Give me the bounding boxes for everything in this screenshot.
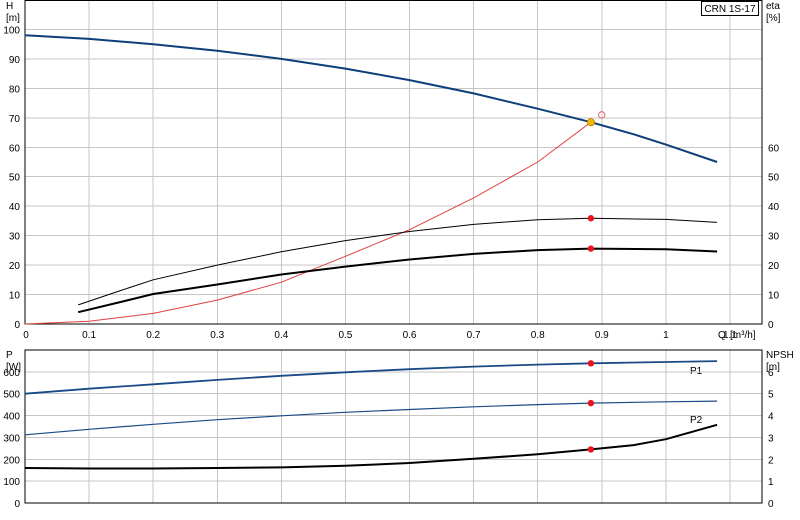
x-tick-label: 0.3 — [210, 330, 224, 341]
head-tick-label: 50 — [9, 173, 21, 184]
head-tick-label: 10 — [9, 291, 21, 302]
npsh-axis-label: NPSH — [766, 350, 794, 361]
power-axis-label: P — [6, 350, 13, 361]
head-tick-label: 100 — [3, 25, 20, 36]
head-tick-label: 60 — [9, 143, 21, 154]
pump-model-label: CRN 1S-17 — [701, 1, 759, 16]
head-curve — [24, 34, 718, 163]
npsh-tick-label: 2 — [768, 455, 774, 466]
eta-tick-label: 60 — [768, 143, 780, 154]
power-tick-label: 600 — [3, 368, 20, 379]
tick-label-layer: 0 0.1 0.2 0.3 0.4 0.5 0.6 0.7 0.8 0.9 1 1.101020304… — [3, 25, 779, 510]
efficiency-total-curve — [78, 217, 718, 306]
npsh-axis-unit: [m] — [766, 362, 780, 373]
grid-layer — [24, 0, 763, 504]
power-tick-label: 0 — [14, 499, 20, 510]
npsh-tick-label: 3 — [768, 433, 774, 444]
flow-axis-unit: [m³/h] — [730, 330, 756, 341]
x-tick-label: 1.1 — [723, 330, 737, 341]
head-axis-unit: [m] — [6, 13, 20, 24]
x-tick-label: 0.6 — [403, 330, 417, 341]
point-layer — [586, 111, 606, 453]
head-tick-label: 90 — [9, 55, 21, 66]
power-tick-label: 500 — [3, 390, 20, 401]
npsh-tick-label: 6 — [768, 368, 774, 379]
x-tick-label: 0.4 — [274, 330, 288, 341]
efficiency-duty-point — [587, 245, 595, 252]
power-tick-label: 400 — [3, 412, 20, 423]
x-tick-label: 0.2 — [146, 330, 160, 341]
npsh-curve — [24, 423, 718, 470]
power-tick-label: 100 — [3, 477, 20, 488]
efficiency-hydraulic-curve — [77, 247, 718, 314]
eta-tick-label: 20 — [768, 261, 780, 272]
npsh-duty-point — [587, 446, 595, 453]
npsh-tick-label: 5 — [768, 390, 774, 401]
eta-tick-label: 10 — [768, 291, 780, 302]
flow-axis-q: Q — [718, 330, 726, 341]
head-tick-label: 80 — [9, 84, 21, 95]
upper-panel-frame — [24, 0, 763, 325]
eta-tick-label: 30 — [768, 232, 780, 243]
x-tick-label: 0.8 — [531, 330, 545, 341]
x-tick-label: 0.9 — [595, 330, 609, 341]
npsh-tick-label: 4 — [768, 412, 774, 423]
eta-axis-unit: [%] — [766, 13, 781, 24]
lower-panel-frame — [24, 349, 763, 504]
eta-tick-label: 50 — [768, 173, 780, 184]
head-tick-label: 70 — [9, 114, 21, 125]
npsh-tick-label: 0 — [768, 499, 774, 510]
power-duty-point — [587, 399, 595, 407]
efficiency-duty-point — [587, 215, 595, 222]
npsh-tick-label: 1 — [768, 477, 774, 488]
curve-layer — [24, 34, 718, 470]
head-tick-label: 0 — [14, 320, 20, 331]
power-duty-point — [587, 360, 595, 367]
head-tick-label: 20 — [9, 261, 21, 272]
eta-tick-label: 0 — [768, 320, 774, 331]
requested-duty-point — [598, 111, 606, 119]
x-tick-label: 0 — [23, 330, 29, 341]
system-curve — [24, 121, 592, 325]
p2-series-label: P2 — [690, 415, 703, 426]
head-tick-label: 30 — [9, 232, 21, 243]
eta-axis-label: eta — [766, 1, 780, 12]
x-tick-label: 0.7 — [467, 330, 481, 341]
p2-power-curve — [24, 400, 718, 436]
operating-point — [586, 118, 595, 127]
eta-tick-label: 40 — [768, 202, 780, 213]
power-axis-unit: [W] — [6, 362, 21, 373]
p1-power-curve — [24, 360, 718, 395]
x-tick-label: 0.5 — [338, 330, 352, 341]
head-axis-label: H — [6, 1, 13, 12]
x-tick-label: 0.1 — [82, 330, 96, 341]
head-tick-label: 40 — [9, 202, 21, 213]
power-tick-label: 300 — [3, 433, 20, 444]
power-tick-label: 200 — [3, 455, 20, 466]
x-tick-label: 1 — [663, 330, 669, 341]
